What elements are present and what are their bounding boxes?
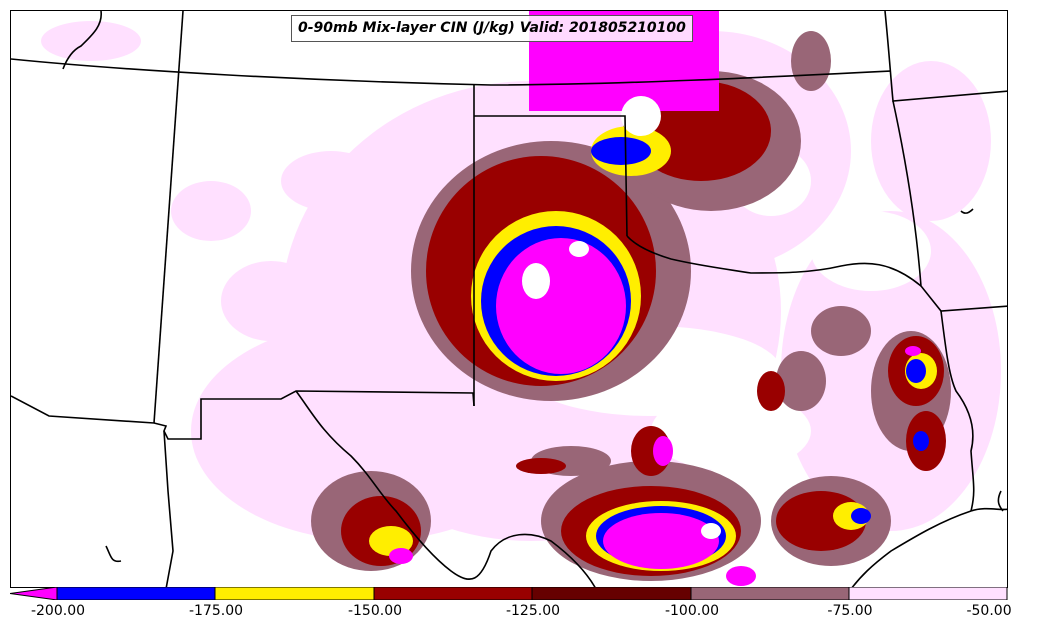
colorbar [10, 587, 1008, 600]
colorbar-tick-label: -75.00 [827, 603, 873, 619]
colorbar-tick-label: -100.00 [664, 603, 720, 619]
colorbar-tick-label: -125.00 [505, 603, 561, 619]
colorbar-bin-red [373, 587, 533, 600]
colorbar-tick-label: -175.00 [188, 603, 244, 619]
state-boundaries [11, 11, 1007, 587]
colorbar-tick-label: -50.00 [966, 603, 1012, 619]
colorbar-tick-label: -150.00 [347, 603, 403, 619]
colorbar-bin-blue [56, 587, 216, 600]
colorbar-underflow-arrow [10, 587, 58, 600]
colorbar-tick-label: -200.00 [30, 603, 86, 619]
map-title: 0-90mb Mix-layer CIN (J/kg) Valid: 20180… [291, 15, 693, 42]
colorbar-bin-mauve [690, 587, 850, 600]
cin-map [11, 11, 1007, 587]
colorbar-bin-lightpink [848, 587, 1008, 600]
cin-white-holes [522, 96, 721, 539]
colorbar-bin-darkred [531, 587, 692, 600]
colorbar-bin-yellow [214, 587, 375, 600]
map-panel [10, 10, 1008, 588]
